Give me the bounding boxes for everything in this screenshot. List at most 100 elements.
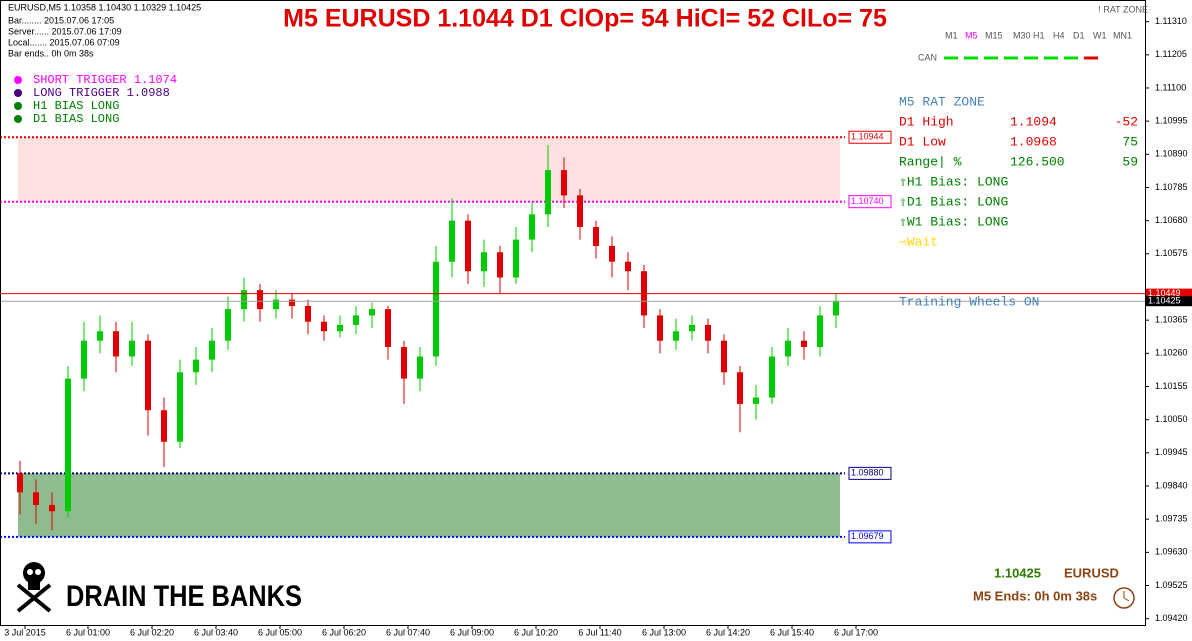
panel-cell: ⇧D1 Bias: LONG [899, 194, 1008, 209]
x-tick-label: 6 Jul 02:20 [130, 627, 174, 637]
candle-body [833, 301, 839, 316]
legend-dot [14, 89, 22, 97]
candle-body [369, 309, 375, 316]
y-tick-label: 1.11100 [1155, 82, 1186, 92]
panel-cell: 59 [1122, 154, 1138, 169]
timeframe-button[interactable]: H1 [1033, 30, 1045, 40]
x-tick-label: 6 Jul 05:00 [258, 627, 302, 637]
banner: DRAIN THE BANKS [66, 580, 302, 613]
price-box [1146, 296, 1192, 307]
candle-body [113, 331, 119, 357]
timeframe-button[interactable]: M5 [965, 30, 978, 40]
timeframe-button[interactable]: M30 [1013, 30, 1031, 40]
candle-body [65, 378, 71, 512]
candle-body [385, 309, 391, 348]
plot-area: 1.10944 1.10740 1.09880 1.09679 [0, 130, 1145, 544]
candle-body [529, 214, 535, 240]
panel-cell: 75 [1122, 134, 1138, 149]
candle-body [257, 290, 263, 310]
skull-icon [16, 562, 52, 613]
legend-text: D1 BIAS LONG [33, 112, 119, 126]
candle-body [193, 359, 199, 373]
candle-body [129, 340, 135, 357]
x-tick-label: 6 Jul 14:20 [706, 627, 750, 637]
candle-body [465, 220, 471, 272]
y-tick-label: 1.11205 [1155, 49, 1187, 59]
candle-body [177, 372, 183, 442]
info-line: Bar ends.. 0h 0m 38s [8, 48, 94, 58]
y-tick-label: 1.09840 [1155, 480, 1188, 490]
panel-cell: D1 Low [899, 134, 946, 149]
candle-body [17, 473, 23, 493]
info-line: Server...... 2015.07.06 17:09 [8, 26, 122, 36]
y-tick-label: 1.10260 [1155, 348, 1188, 358]
indicator-name: ! RAT ZONE [1098, 4, 1148, 14]
candle-body [705, 324, 711, 341]
legend-text: LONG TRIGGER 1.0988 [33, 86, 170, 100]
y-tick-label: 1.10785 [1155, 182, 1188, 192]
candle-body [625, 261, 631, 272]
timeframe-button[interactable]: MN1 [1113, 30, 1132, 40]
y-tick-label: 1.09945 [1155, 447, 1188, 457]
footer-price: 1.10425 [994, 565, 1041, 580]
price-box-label: 1.10425 [1148, 296, 1181, 306]
y-tick-label: 1.10365 [1155, 315, 1188, 325]
candle-body [657, 315, 663, 341]
level-label: 1.10944 [851, 132, 884, 142]
candle-body [785, 340, 791, 357]
info-line: Bar........ 2015.07.06 17:05 [8, 15, 114, 25]
x-tick-label: 6 Jul 13:00 [642, 627, 686, 637]
zone [18, 137, 840, 202]
legend-dot [14, 115, 22, 123]
candle-body [609, 245, 615, 262]
y-tick-label: 1.09525 [1155, 580, 1188, 590]
candle-body [689, 324, 695, 332]
legend-dot [14, 102, 22, 110]
candle-body [433, 261, 439, 357]
y-tick-label: 1.09735 [1155, 514, 1188, 524]
x-tick-label: 6 Jul 15:40 [770, 627, 814, 637]
panel-cell: ⇨Wait [899, 234, 938, 249]
y-tick-label: 1.11310 [1155, 16, 1187, 26]
candle-body [513, 239, 519, 278]
x-tick-label: 6 Jul 06:20 [322, 627, 366, 637]
panel-cell: Range| % [899, 154, 962, 169]
panel-cell: 1.0968 [1010, 134, 1057, 149]
level-label-box [848, 130, 892, 144]
timeframe-button[interactable]: D1 [1073, 30, 1085, 40]
level-label-box [848, 466, 892, 480]
level-label-box [848, 195, 892, 209]
y-tick-label: 1.10680 [1155, 215, 1188, 225]
timeframe-button[interactable]: M15 [985, 30, 1003, 40]
y-tick-label: 1.09420 [1155, 613, 1188, 623]
candle-body [273, 299, 279, 310]
candle-body [593, 226, 599, 246]
x-tick-label: 6 Jul 01:00 [66, 627, 110, 637]
timeframe-button[interactable]: W1 [1093, 30, 1107, 40]
candle-body [161, 410, 167, 442]
candle-body [289, 299, 295, 306]
candle-body [769, 356, 775, 398]
candle-body [497, 252, 503, 278]
legend-dot [14, 76, 22, 84]
plot-border [0, 0, 1146, 626]
candle-body [449, 220, 455, 262]
timeframe-button[interactable]: H4 [1053, 30, 1065, 40]
legend-text: SHORT TRIGGER 1.1074 [33, 73, 177, 87]
candle-body [241, 290, 247, 310]
level-label: 1.09880 [851, 468, 884, 478]
candle-body [33, 492, 39, 505]
chart-title: M5 EURUSD 1.1044 D1 ClOp= 54 HiCl= 52 Cl… [283, 5, 887, 33]
level-label-box [848, 530, 892, 544]
candle-body [561, 170, 567, 196]
price-box [1146, 288, 1192, 299]
info-line: Local....... 2015.07.06 07:09 [8, 37, 120, 47]
price-box-label: 1.10449 [1148, 288, 1181, 298]
level-label: 1.09679 [851, 531, 884, 541]
panel-cell: ⇧H1 Bias: LONG [899, 174, 1008, 189]
panel-cell: 126.500 [1010, 154, 1065, 169]
timeframe-button[interactable]: M1 [945, 30, 958, 40]
y-tick-label: 1.10995 [1155, 116, 1188, 126]
panel-cell: -52 [1115, 114, 1138, 129]
candle-body [145, 340, 151, 411]
